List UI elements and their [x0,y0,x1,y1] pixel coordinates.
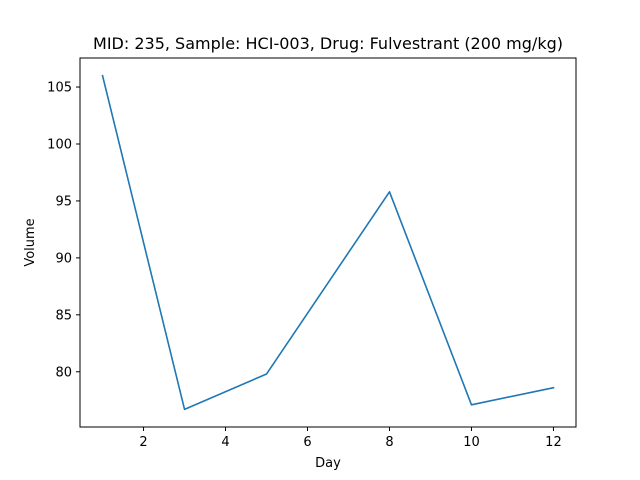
y-tick-label: 100 [47,137,72,152]
y-tick-label: 85 [55,308,72,323]
series-layer [101,74,555,411]
x-tick-label: 8 [385,435,393,450]
x-tick-label: 10 [463,435,480,450]
x-axis-label: Day [315,456,341,471]
chart-title: MID: 235, Sample: HCI-003, Drug: Fulvest… [93,34,563,53]
x-tick-label: 4 [221,435,229,450]
x-axis-ticks: 2 4 6 8 10 12 [139,427,562,450]
y-tick-label: 80 [55,365,72,380]
y-axis-ticks: 80 85 90 95 100 105 [47,81,80,380]
y-tick-label: 95 [55,194,72,209]
series-line [101,74,555,411]
y-tick-label: 105 [47,81,72,96]
y-tick-label: 90 [55,251,72,266]
x-tick-label: 12 [545,435,562,450]
x-tick-label: 6 [303,435,311,450]
y-axis-label: Volume [23,218,38,266]
plot-frame [79,57,577,428]
x-tick-label: 2 [139,435,147,450]
